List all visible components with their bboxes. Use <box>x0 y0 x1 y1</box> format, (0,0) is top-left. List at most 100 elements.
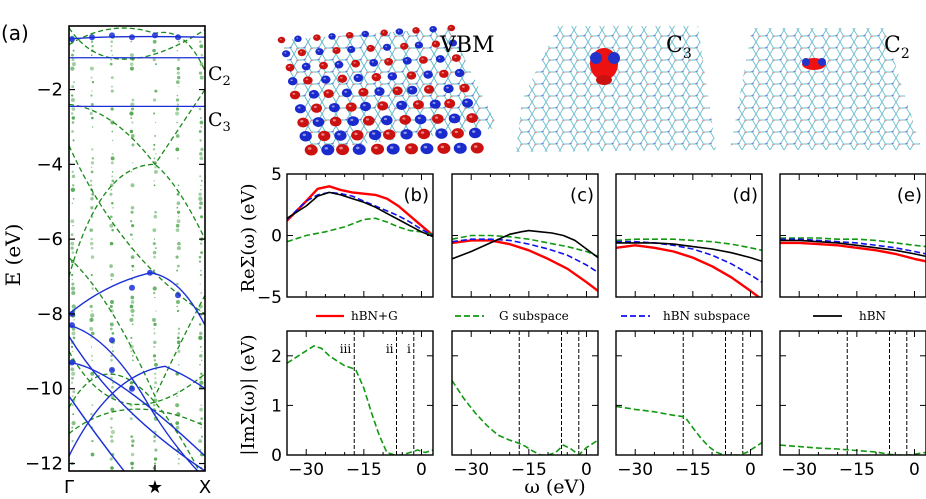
isosurface-highlight <box>426 87 430 90</box>
band-weight-dot <box>70 345 74 348</box>
band-weight-dot <box>90 237 93 241</box>
isosurface-highlight <box>296 37 299 39</box>
panel-a-label: (a) <box>1 21 29 45</box>
band-weight-dot <box>130 308 135 314</box>
band-weight-dot <box>72 350 74 352</box>
isosurface-highlight <box>321 63 324 66</box>
band-weight-dot <box>130 205 135 210</box>
band-weight-dot <box>153 359 157 362</box>
band-weight-dot <box>200 426 202 429</box>
band-weight-dot <box>178 40 180 43</box>
isosurface-highlight <box>415 102 419 105</box>
isosurface-highlight <box>382 31 385 33</box>
band-weight-dot <box>199 345 202 348</box>
band-weight-dot <box>155 121 157 124</box>
level-label-c2-main: C <box>208 63 223 85</box>
isosurface-lobe <box>277 36 286 44</box>
band-weight-dot <box>199 380 204 385</box>
isosurface-highlight <box>425 72 429 75</box>
star-icon: ★ <box>147 477 163 498</box>
isosurface-highlight <box>302 133 306 137</box>
band-weight-dot <box>110 358 113 362</box>
band-weight-dot-blue <box>69 322 75 329</box>
xtick-label: 0 <box>581 460 592 480</box>
isosurface-highlight <box>360 90 364 93</box>
band-weight-dot <box>152 250 157 255</box>
band-weight-dot <box>198 323 202 326</box>
band-weight-dot <box>129 417 133 421</box>
band-weight-dot <box>70 219 75 224</box>
band-weight-dot <box>110 417 113 421</box>
band-weight-dot <box>176 395 179 398</box>
band-weight-dot <box>152 403 156 407</box>
band-weight-dot <box>71 202 73 204</box>
band-weight-dot <box>178 85 180 88</box>
band-weight-dot <box>176 305 178 308</box>
isosurface-lobe <box>301 62 311 71</box>
isosurface-lobe <box>328 33 336 40</box>
isosurface-highlight <box>371 61 374 63</box>
band-weight-dot <box>91 310 93 312</box>
level-label-c3-main: C <box>208 109 223 131</box>
legend-label-g-subspace: G subspace <box>499 309 569 323</box>
legend-label-hbn-g: hBN+G <box>351 309 398 323</box>
isosurface-highlight <box>417 116 421 120</box>
isosurface-highlight <box>334 48 337 51</box>
isosurface-highlight <box>336 62 340 65</box>
isosurface-lobe <box>412 27 420 34</box>
band-line-blue <box>69 336 205 471</box>
band-line-blue <box>69 365 205 457</box>
isosurface-highlight <box>454 130 459 134</box>
band-weight-dot <box>153 184 156 187</box>
band-line-green <box>69 163 205 277</box>
band-line-green <box>69 27 205 60</box>
isosurface-highlight <box>315 36 318 38</box>
band-weight-dot <box>198 129 202 133</box>
band-weight-dot <box>129 220 133 223</box>
band-weight-dot <box>153 462 157 465</box>
band-weight-dot <box>131 354 134 357</box>
series-line-hbn <box>287 191 433 238</box>
band-weight-dot <box>110 161 114 165</box>
band-weight-dot <box>92 126 94 128</box>
band-weight-dot <box>199 269 202 272</box>
band-weight-dot <box>177 215 180 218</box>
band-weight-dot <box>129 62 134 66</box>
band-weight-dot <box>153 435 157 439</box>
isosurface-highlight <box>292 92 296 95</box>
level-label-c3: C3 <box>208 109 231 135</box>
isosurface-highlight <box>356 76 359 78</box>
isosurface-highlight <box>451 116 455 119</box>
band-weight-dot <box>90 452 95 457</box>
band-weight-dot <box>153 328 155 330</box>
isosurface-highlight <box>472 130 476 133</box>
panel-title: (c) <box>570 185 594 206</box>
band-weight-dot <box>152 58 156 62</box>
band-weight-dot <box>153 457 158 461</box>
band-weight-dot <box>109 457 113 461</box>
band-weight-dot <box>71 174 76 179</box>
band-weight-dot <box>177 458 180 461</box>
isosurface-lobe <box>443 84 454 94</box>
band-weight-dot <box>199 40 202 44</box>
band-weight-dot <box>90 184 93 187</box>
band-weight-dot <box>176 157 179 160</box>
band-weight-dot <box>152 48 156 53</box>
isosurface-highlight <box>434 116 439 119</box>
band-weight-dot <box>176 103 180 106</box>
band-weight-dot <box>199 331 203 336</box>
vbm-label: VBM <box>439 33 495 58</box>
isosurface-highlight <box>389 146 394 149</box>
isosurface-highlight <box>397 30 400 32</box>
isosurface-highlight <box>311 92 315 95</box>
isosurface-lobe <box>297 117 309 128</box>
panel-title: (e) <box>897 185 922 206</box>
band-weight-dot <box>176 75 181 80</box>
band-weight-dot <box>129 317 134 322</box>
band-weight-dot <box>199 242 203 245</box>
ytick-label: 1 <box>271 396 282 416</box>
band-weight-dot <box>129 381 134 385</box>
band-weight-dot <box>90 371 95 376</box>
isosurface-highlight <box>315 119 319 122</box>
band-weight-dot <box>109 241 114 246</box>
